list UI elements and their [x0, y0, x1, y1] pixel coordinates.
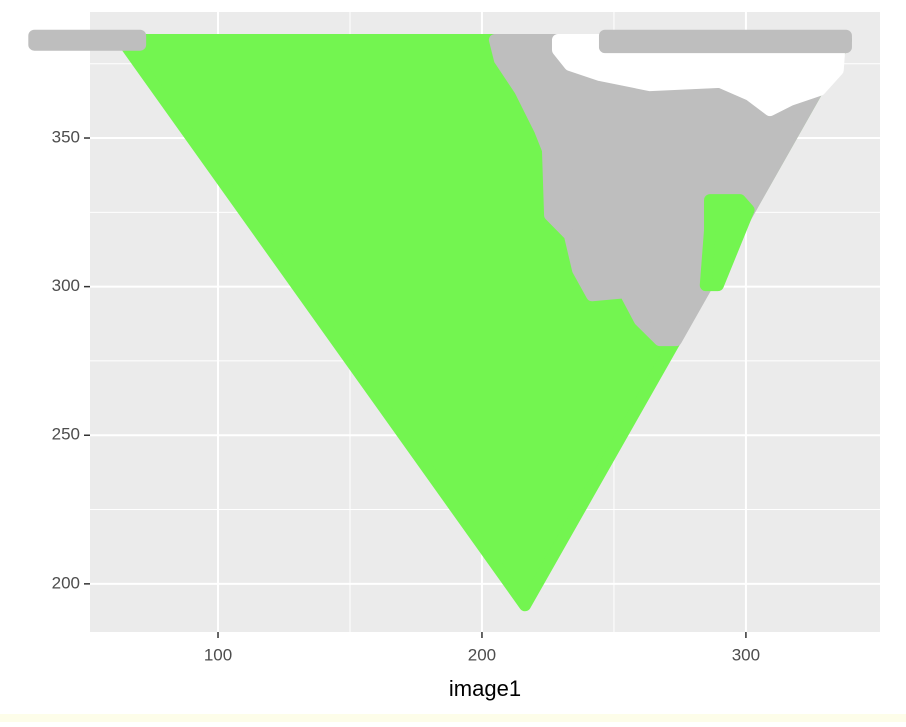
footer-strip [0, 714, 906, 722]
y-tick-label: 250 [52, 425, 80, 444]
region [699, 194, 755, 292]
region [28, 29, 147, 51]
x-tick-label: 100 [204, 645, 232, 664]
x-tick-label: 300 [732, 645, 760, 664]
y-tick-label: 300 [52, 276, 80, 295]
x-tick-label: 200 [468, 645, 496, 664]
y-tick-label: 350 [52, 128, 80, 147]
region [488, 33, 852, 347]
region [598, 29, 852, 54]
region [551, 33, 846, 117]
y-tick-label: 200 [52, 573, 80, 592]
x-axis-title: image1 [449, 676, 521, 701]
